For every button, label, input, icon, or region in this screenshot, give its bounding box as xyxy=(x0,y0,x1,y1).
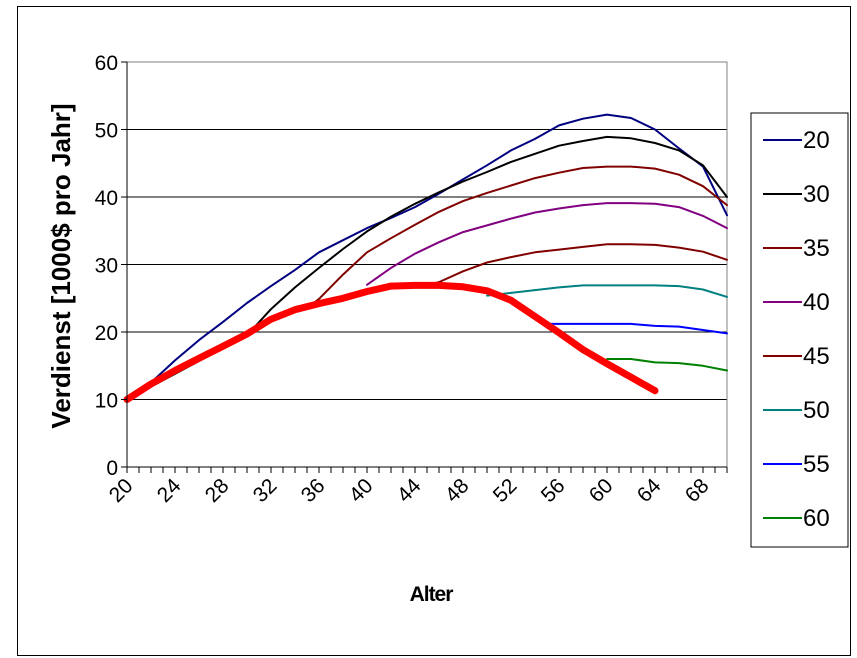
series-lines xyxy=(123,113,728,403)
legend-box xyxy=(750,112,849,548)
series-line-35 xyxy=(306,165,728,310)
series-line-highlight xyxy=(123,281,659,403)
y-tick-label: 50 xyxy=(95,120,118,143)
y-tick-label: 20 xyxy=(95,322,118,345)
series-line-50 xyxy=(486,284,728,298)
series-line-30 xyxy=(126,135,728,401)
y-tick-label: 40 xyxy=(95,187,118,210)
legend-label: 20 xyxy=(803,127,830,154)
legend-label: 55 xyxy=(803,451,830,478)
x-tick-label: 36 xyxy=(297,474,330,507)
legend-label: 50 xyxy=(803,397,830,424)
y-tick-label: 0 xyxy=(106,457,118,480)
legend-label: 30 xyxy=(803,181,830,208)
x-tick-label: 52 xyxy=(489,474,522,507)
y-tick-label: 30 xyxy=(95,255,118,278)
x-tick-label: 40 xyxy=(345,474,378,507)
x-tick-label: 28 xyxy=(201,474,234,507)
x-axis-title: Alter xyxy=(410,583,454,606)
x-tick-label: 64 xyxy=(633,474,666,507)
series-line-60 xyxy=(606,358,728,372)
legend: 20 30 35 40 45 50 55 60 xyxy=(763,127,830,532)
y-axis-title: Verdienst [1000$ pro Jahr] xyxy=(46,103,76,428)
x-tick-label: 44 xyxy=(393,474,426,507)
x-tick-label: 48 xyxy=(441,474,474,507)
x-tick-label: 68 xyxy=(681,474,714,507)
series-line-55 xyxy=(546,322,728,335)
y-tick-label: 10 xyxy=(95,390,118,413)
y-tick-label: 60 xyxy=(95,52,118,75)
legend-label: 35 xyxy=(803,235,830,262)
x-tick-label: 56 xyxy=(537,474,570,507)
legend-label: 40 xyxy=(803,289,830,316)
series-line-45 xyxy=(426,243,728,286)
series-line-40 xyxy=(366,202,728,286)
x-tick-label: 24 xyxy=(153,474,186,507)
legend-label: 45 xyxy=(803,343,830,370)
x-tick-label: 32 xyxy=(249,474,282,507)
series-line-20 xyxy=(126,113,728,401)
x-tick-label: 60 xyxy=(585,474,618,507)
legend-label: 60 xyxy=(803,505,830,532)
